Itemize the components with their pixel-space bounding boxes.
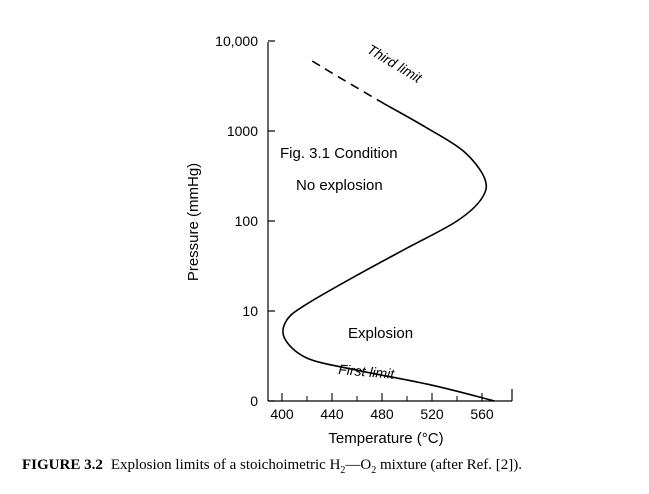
x-axis-label: Temperature (°C) <box>328 430 443 447</box>
y-tick-label: 10,000 <box>215 33 258 49</box>
figure-caption: FIGURE 3.2 Explosion limits of a stoichoi… <box>22 457 642 476</box>
y-tick-label: 1000 <box>227 123 258 139</box>
y-tick-label: 0 <box>250 393 258 409</box>
x-tick-label: 520 <box>420 406 444 422</box>
caption-label: FIGURE 3.2 <box>22 457 103 473</box>
annotation-condition: Fig. 3.1 Condition <box>280 145 398 162</box>
y-axis-label: Pressure (mmHg) <box>185 163 202 281</box>
series-layer <box>282 57 495 402</box>
explosion-limit-curve <box>282 103 495 402</box>
x-tick-label: 400 <box>270 406 294 422</box>
x-tick-label: 480 <box>370 406 394 422</box>
y-tick-label: 100 <box>235 213 259 229</box>
annotation-third-limit: Third limit <box>364 41 425 87</box>
annotation-explosion: Explosion <box>348 325 413 342</box>
annotation-first-limit: First limit <box>338 361 396 382</box>
x-tick-labels: 400 440 480 520 560 <box>270 406 494 422</box>
y-tick-labels: 0 10 100 1000 10,000 <box>215 33 258 409</box>
x-tick-label: 440 <box>320 406 344 422</box>
annotation-no-explosion: No explosion <box>296 177 383 194</box>
third-limit-dashed-line <box>306 57 385 105</box>
axes <box>267 40 513 402</box>
x-tick-label: 560 <box>470 406 494 422</box>
y-tick-label: 10 <box>242 303 258 319</box>
caption-text: Explosion limits of a stoichoimetric H2—… <box>110 457 523 476</box>
